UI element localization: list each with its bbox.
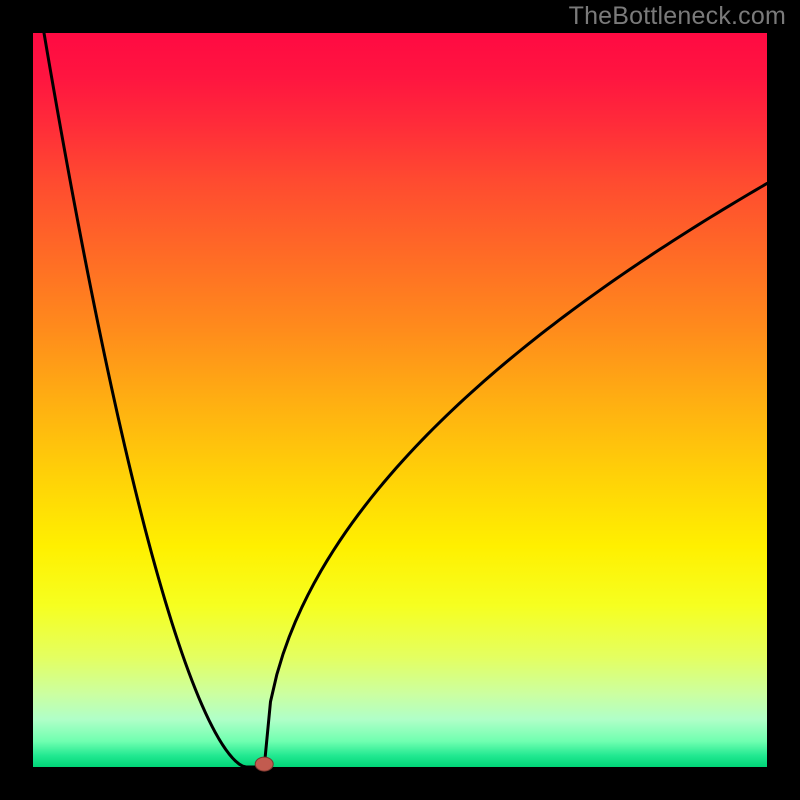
bottleneck-marker	[255, 757, 273, 771]
bottleneck-chart	[0, 0, 800, 800]
plot-background-gradient	[33, 33, 767, 767]
watermark-text: TheBottleneck.com	[569, 2, 786, 31]
